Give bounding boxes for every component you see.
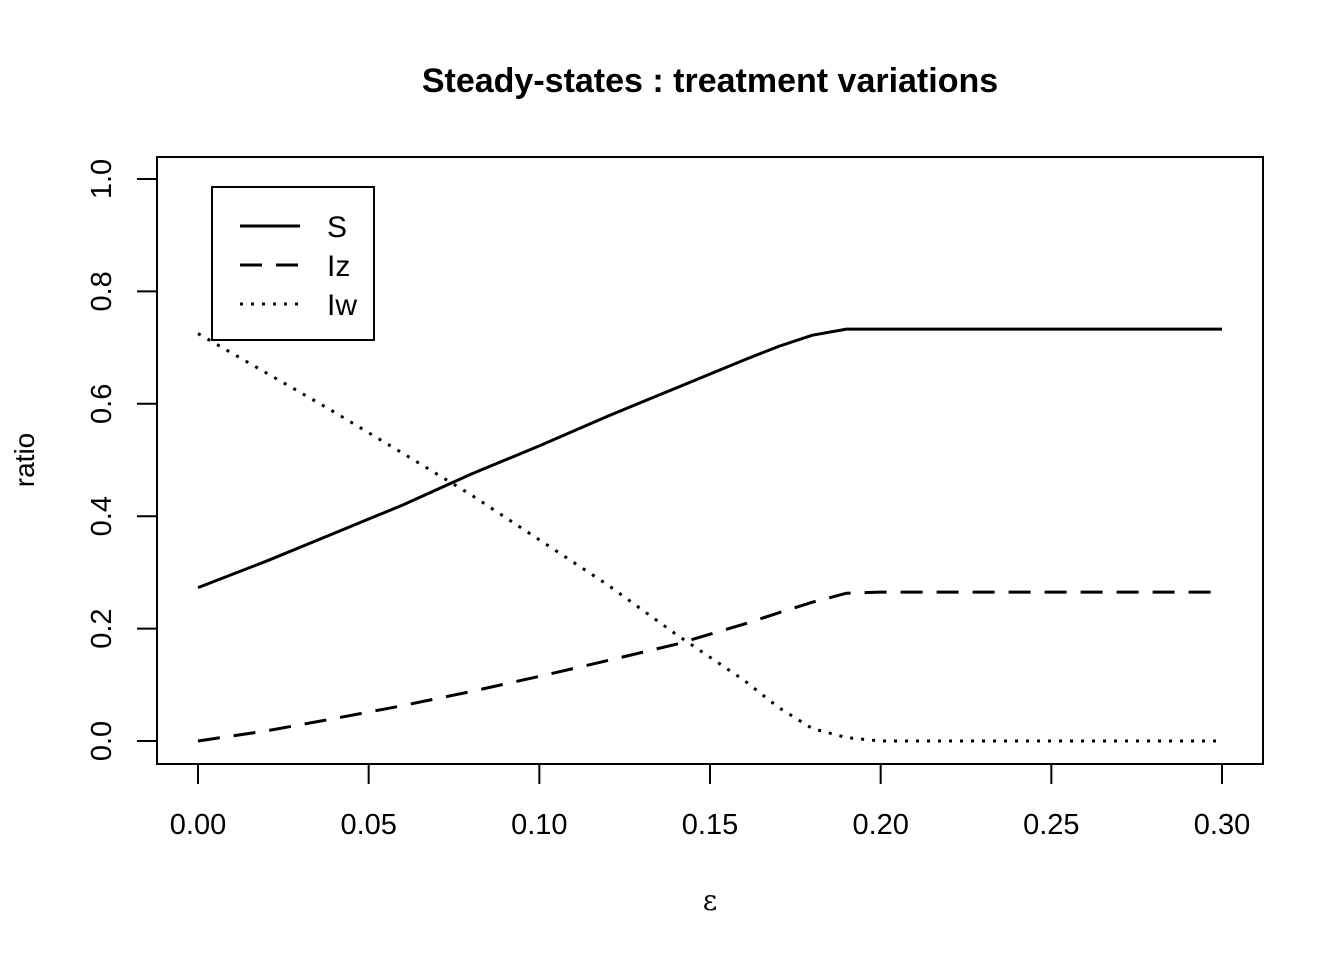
legend-label-s: S [327, 211, 347, 244]
x-tick-label: 0.05 [340, 809, 396, 841]
chart-title: Steady-states : treatment variations [422, 62, 998, 100]
y-axis: 0.0 0.2 0.4 0.6 0.8 1.0 [86, 159, 158, 761]
y-tick-label: 0.4 [86, 496, 118, 536]
series-line-iz [197, 590, 1222, 743]
y-tick-label: 0.8 [86, 271, 118, 311]
x-tick-label: 0.00 [170, 809, 226, 841]
y-tick-label: 0.2 [86, 608, 118, 648]
x-tick-label: 0.25 [1023, 809, 1079, 841]
y-axis-label: ratio [9, 433, 40, 487]
series-group [197, 327, 1222, 743]
x-axis: 0.00 0.05 0.10 0.15 0.20 0.25 0.30 [170, 763, 1250, 841]
x-tick-label: 0.10 [511, 809, 567, 841]
x-tick-label: 0.15 [682, 809, 738, 841]
y-tick-label: 0.6 [86, 384, 118, 424]
y-tick-label: 1.0 [86, 159, 118, 199]
series-line-iw [197, 332, 1222, 743]
series-line-s [197, 327, 1222, 589]
x-tick-label: 0.30 [1194, 809, 1250, 841]
y-tick-label: 0.0 [86, 721, 118, 761]
legend: S Iz Iw [211, 186, 375, 341]
x-axis-label: ε [703, 884, 718, 917]
legend-label-iz: Iz [327, 250, 350, 283]
legend-label-iw: Iw [327, 289, 357, 322]
x-tick-label: 0.20 [852, 809, 908, 841]
